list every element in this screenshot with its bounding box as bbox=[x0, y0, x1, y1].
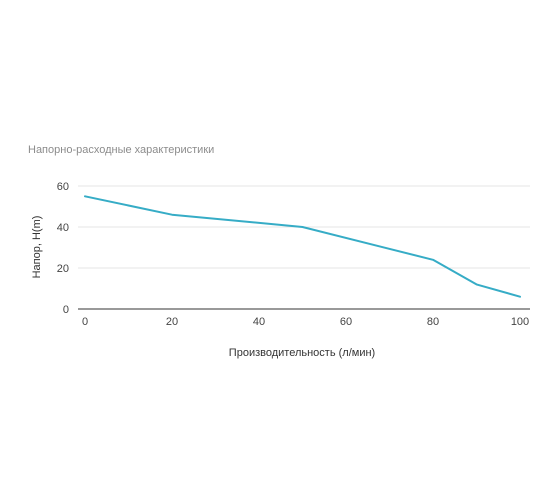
x-tick-label-60: 60 bbox=[340, 316, 352, 328]
y-tick-label-40: 40 bbox=[57, 222, 69, 234]
y-tick-label-0: 0 bbox=[63, 304, 69, 316]
x-tick-label-40: 40 bbox=[253, 316, 265, 328]
y-axis-label: Напор, H(m) bbox=[31, 216, 43, 279]
x-tick-label-80: 80 bbox=[427, 316, 439, 328]
x-axis-ticks: 0 20 40 60 80 100 bbox=[82, 316, 529, 328]
x-axis-label: Производительность (л/мин) bbox=[229, 347, 375, 359]
series-layer bbox=[84, 195, 521, 298]
x-tick-label-20: 20 bbox=[166, 316, 178, 328]
y-axis-ticks: 0 20 40 60 bbox=[57, 181, 69, 316]
y-tick-label-20: 20 bbox=[57, 263, 69, 275]
series-line-0 bbox=[84, 195, 521, 298]
x-tick-label-0: 0 bbox=[82, 316, 88, 328]
x-tick-label-100: 100 bbox=[511, 316, 529, 328]
y-tick-label-60: 60 bbox=[57, 181, 69, 193]
chart-title: Напорно-расходные характеристики bbox=[28, 144, 215, 156]
